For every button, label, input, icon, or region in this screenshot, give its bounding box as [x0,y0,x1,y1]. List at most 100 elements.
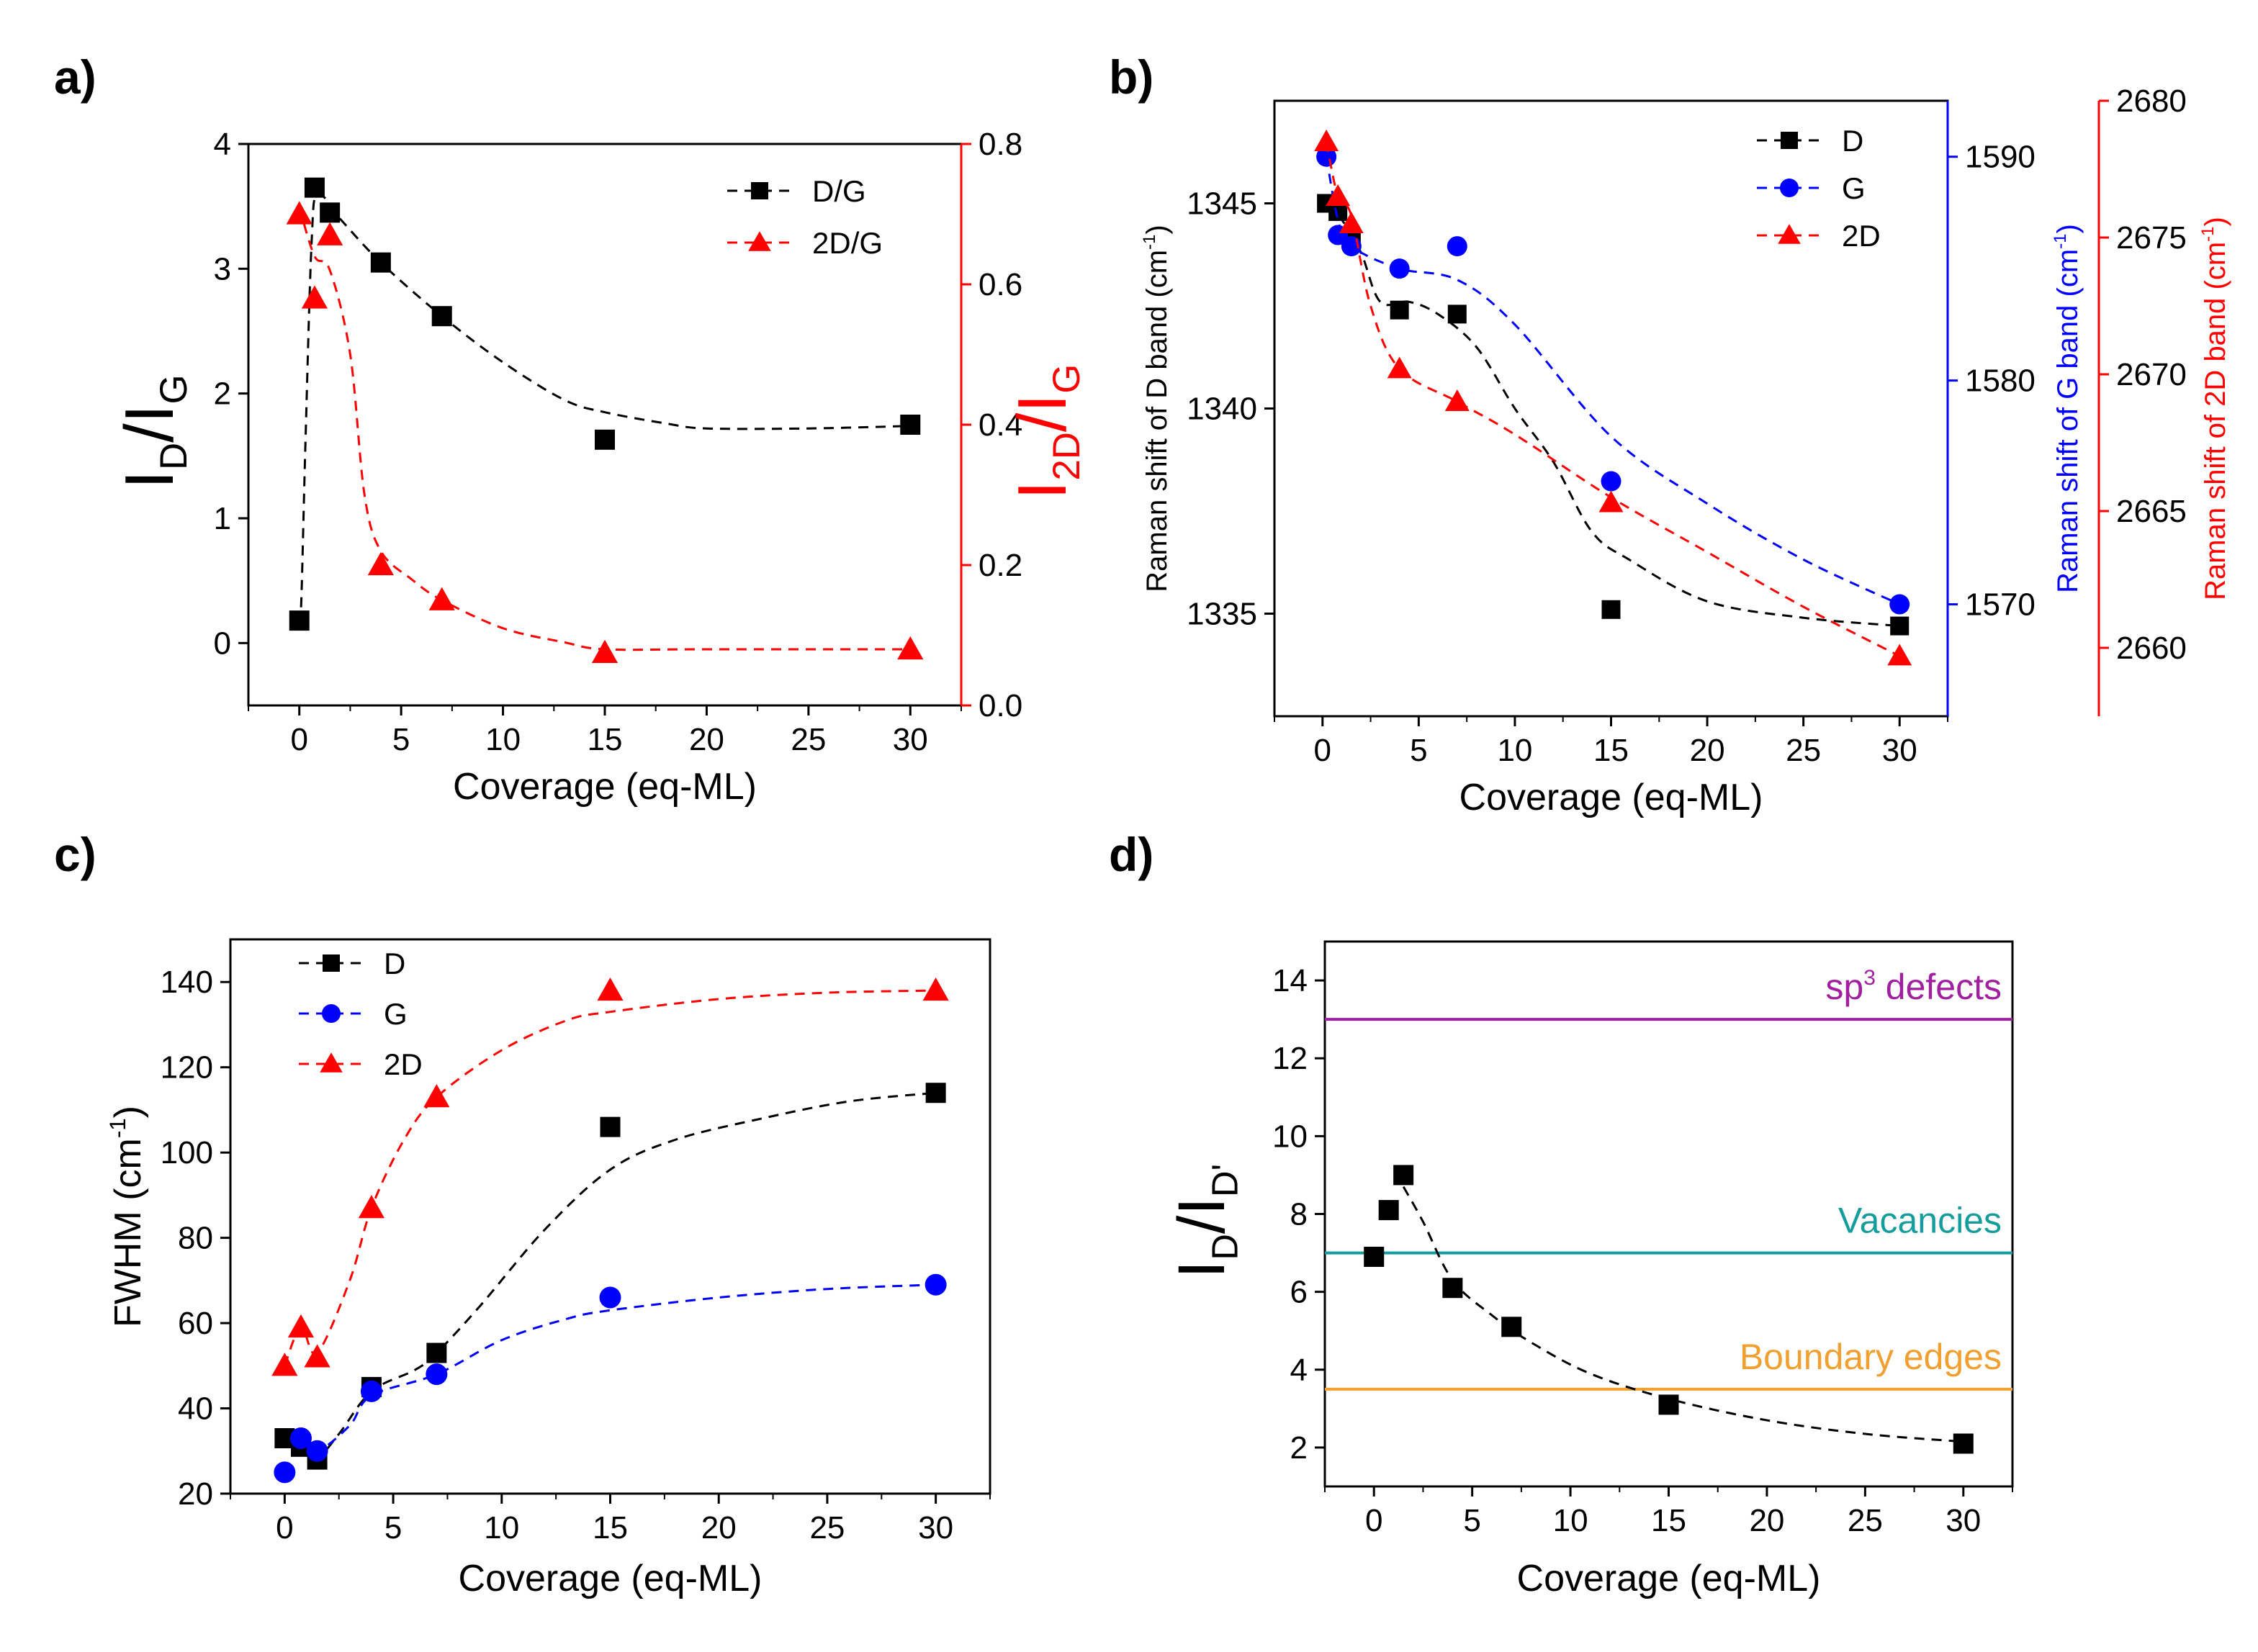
y-2d-tick-label: 2670 [2116,357,2187,392]
data-point [301,285,328,309]
data-point [1889,594,1910,615]
x-tick-label: 5 [392,722,410,757]
data-point [358,1195,385,1219]
x-tick-label: 5 [1463,1503,1480,1538]
data-point [286,201,312,225]
data-point [271,1353,298,1376]
x-axis-label: Coverage (eq-ML) [459,1558,763,1599]
y-left-tick-label: 3 [214,251,231,286]
data-point [287,1314,315,1338]
panel-b: b) 0 5 10 15 20 25 30 Coverage (eq-ML) 1335 1340 13… [1109,50,2231,818]
data-point [1953,1433,1974,1454]
data-point [1442,1278,1463,1299]
data-point [1393,1165,1414,1186]
data-point [426,1342,447,1363]
fit-line [298,207,911,651]
x-tick-label: 0 [1365,1503,1382,1538]
data-point [320,202,341,223]
x-tick-label: 5 [384,1510,402,1545]
reference-label: Vacancies [1838,1201,2002,1241]
data-point [1326,184,1351,206]
data-point [370,252,391,273]
y-left-label: ID/ID' [1165,1164,1245,1278]
legend-marker [323,954,340,972]
x-tick-label: 10 [1497,733,1532,768]
data-point [600,1116,621,1137]
y-left-tick-label: 2 [1290,1430,1308,1466]
y-left-tick-label: 4 [1290,1353,1308,1388]
data-point [900,415,921,435]
legend-label: D [384,947,405,980]
data-point [1890,616,1910,636]
data-point [922,977,949,1001]
x-tick-label: 0 [290,722,307,757]
panel-label: d) [1109,828,1153,881]
x-tick-label: 25 [809,1510,845,1545]
y-2d-tick-label: 2665 [2116,494,2187,529]
data-point [360,1380,382,1402]
x-tick-label: 5 [1410,733,1427,768]
x-tick-label: 10 [485,722,521,757]
y-right-tick-label: 0.4 [979,407,1022,443]
y-d-tick-label: 1335 [1187,597,1257,632]
data-point [1378,1200,1399,1221]
x-axis-label: Coverage (eq-ML) [1517,1558,1821,1599]
y-left-tick-label: 0 [214,626,231,661]
x-tick-label: 20 [1749,1503,1784,1538]
x-tick-label: 30 [918,1510,953,1545]
data-point [304,1344,330,1368]
reference-label: Boundary edges [1740,1337,2002,1377]
panel-a: a) 0 5 10 15 20 25 30 Coverage (eq-ML) 0 1 2 3 4 0.0 0.… [54,50,1088,808]
x-tick-label: 30 [893,722,928,757]
data-point [1601,471,1621,492]
legend-label: 2D [1842,219,1881,253]
fit-line [298,192,911,625]
data-point [599,1286,621,1309]
panel-label: a) [54,50,96,104]
data-point [306,1440,328,1462]
panel-label: b) [1109,50,1153,104]
data-point [274,1461,296,1484]
x-tick-label: 10 [484,1510,519,1545]
legend-marker [322,1004,341,1023]
y-left-tick-label: 100 [161,1135,213,1170]
data-point [304,177,325,198]
legend-label: G [1842,171,1866,205]
data-point [1598,490,1624,513]
y-g-label: Raman shift of G band (cm-1) [2051,224,2084,593]
y-d-tick-label: 1340 [1187,392,1257,427]
legend-label: D [1842,124,1863,158]
plot-frame [229,938,991,1495]
y-right-tick-label: 0.8 [979,127,1022,162]
x-tick-label: 25 [1786,733,1821,768]
fit-line [1325,141,1900,657]
legend-marker [1780,179,1799,197]
series-2D [271,977,949,1376]
y-right-tick-label: 0.6 [979,267,1022,302]
data-point [1447,236,1467,257]
x-tick-label: 15 [588,722,623,757]
data-point [1887,644,1912,666]
y-left-tick-label: 120 [161,1050,213,1085]
x-tick-label: 15 [1593,733,1629,768]
x-tick-label: 30 [1946,1503,1981,1538]
x-tick-label: 20 [701,1510,737,1545]
y-left-label: ID/IG [111,374,195,489]
x-tick-label: 25 [791,722,826,757]
data-point [1390,300,1409,320]
data-point [1339,212,1364,233]
y-left-tick-label: 80 [178,1221,213,1256]
y-left-tick-label: 60 [178,1306,213,1341]
y-2d-tick-label: 2680 [2116,83,2187,119]
series-G [274,1273,947,1484]
legend-label: 2D/G [812,226,883,260]
data-point [428,587,455,610]
y-g-tick-label: 1590 [1965,140,2036,175]
panel-d: d) 0 5 10 15 20 25 30 Coverage (eq-ML) 2 4 6 8 10 12 14… [1109,828,2014,1599]
series-DG [289,177,921,631]
x-tick-label: 20 [689,722,724,757]
data-point [289,610,310,631]
data-point [1314,130,1339,151]
data-point [1444,389,1470,411]
